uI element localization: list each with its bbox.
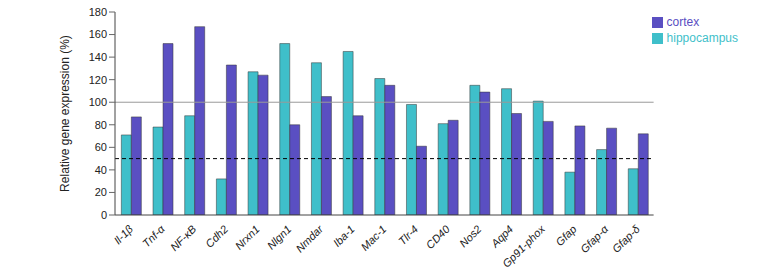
svg-text:Nmdar: Nmdar — [293, 222, 326, 255]
svg-text:120: 120 — [89, 74, 107, 86]
svg-text:Aqp4: Aqp4 — [488, 223, 515, 250]
svg-text:CD40: CD40 — [424, 222, 453, 251]
svg-text:Gp91-phox: Gp91-phox — [500, 222, 547, 267]
svg-text:Nos2: Nos2 — [457, 223, 484, 250]
svg-text:Tlr-4: Tlr-4 — [396, 223, 420, 247]
svg-text:180: 180 — [89, 6, 107, 18]
svg-text:Gfap: Gfap — [553, 223, 578, 248]
svg-text:100: 100 — [89, 96, 107, 108]
svg-text:0: 0 — [101, 209, 107, 221]
svg-text:Gfap-δ: Gfap-δ — [610, 222, 643, 255]
svg-text:Relative gene expression (%): Relative gene expression (%) — [58, 35, 72, 192]
svg-text:Il-1β: Il-1β — [111, 222, 135, 246]
svg-text:60: 60 — [95, 141, 107, 153]
svg-text:20: 20 — [95, 186, 107, 198]
svg-text:NF-κB: NF-κB — [168, 223, 199, 254]
svg-text:Gfap-α: Gfap-α — [578, 222, 611, 255]
svg-text:Iba-1: Iba-1 — [331, 223, 357, 249]
svg-text:40: 40 — [95, 164, 107, 176]
svg-text:160: 160 — [89, 28, 107, 40]
html-text:cortex: cortex — [666, 15, 700, 29]
html-text:hippocampus: hippocampus — [666, 31, 738, 45]
svg-text:140: 140 — [89, 51, 107, 63]
svg-text:Nrxn1: Nrxn1 — [233, 223, 262, 252]
svg-text:Mac-1: Mac-1 — [358, 223, 388, 253]
svg-text:Nlgn1: Nlgn1 — [265, 223, 294, 252]
svg-text:Cdh2: Cdh2 — [203, 223, 230, 250]
svg-text:Tnf-α: Tnf-α — [140, 222, 167, 249]
svg-text:80: 80 — [95, 119, 107, 131]
